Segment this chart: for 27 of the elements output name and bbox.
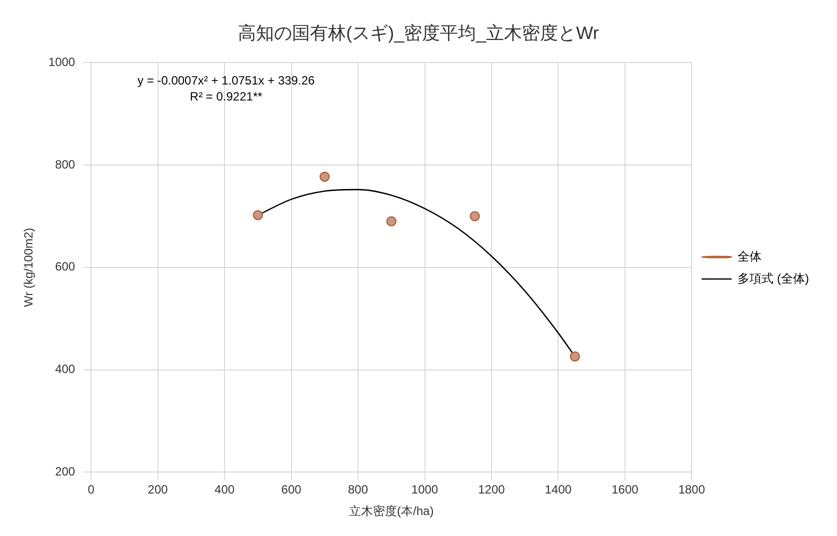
point [386, 216, 396, 226]
point [470, 211, 480, 222]
legend-label: 多項式 (全体) [738, 271, 810, 286]
y-axis-title: Wr (kg/100m2) [22, 228, 36, 307]
annotation: R² = 0.9221** [190, 90, 263, 104]
x-tick-label: 200 [148, 482, 168, 497]
x-axis-title: 立木密度(本/ha) [349, 504, 434, 518]
x-tick-label: 1400 [544, 482, 572, 497]
x-tick-label: 1000 [411, 482, 438, 497]
x-tick-label: 1600 [612, 482, 639, 497]
point [320, 172, 330, 182]
x-tick-label: 0 [88, 482, 95, 497]
x-tick-label: 1800 [678, 482, 706, 497]
point [570, 351, 580, 362]
legend-label: 全体 [738, 249, 762, 264]
y-tick-label: 200 [55, 464, 76, 479]
x-tick-label: 800 [348, 482, 368, 497]
y-tick-label: 400 [55, 362, 76, 376]
point [252, 210, 264, 220]
chart-title: 高知の国有林(スギ)_密度平均_立木密度とWr [238, 22, 599, 43]
annotation: y = -0.0007x² + 1.0751x + 339.26 [138, 74, 315, 88]
x-tick-label: 400 [214, 482, 235, 497]
x-tick-label: 1200 [478, 482, 506, 497]
y-tick-label: 1000 [48, 54, 76, 69]
x-tick-label: 600 [281, 482, 302, 497]
y-tick-label: 800 [55, 157, 76, 172]
y-tick-label: 600 [55, 260, 76, 274]
